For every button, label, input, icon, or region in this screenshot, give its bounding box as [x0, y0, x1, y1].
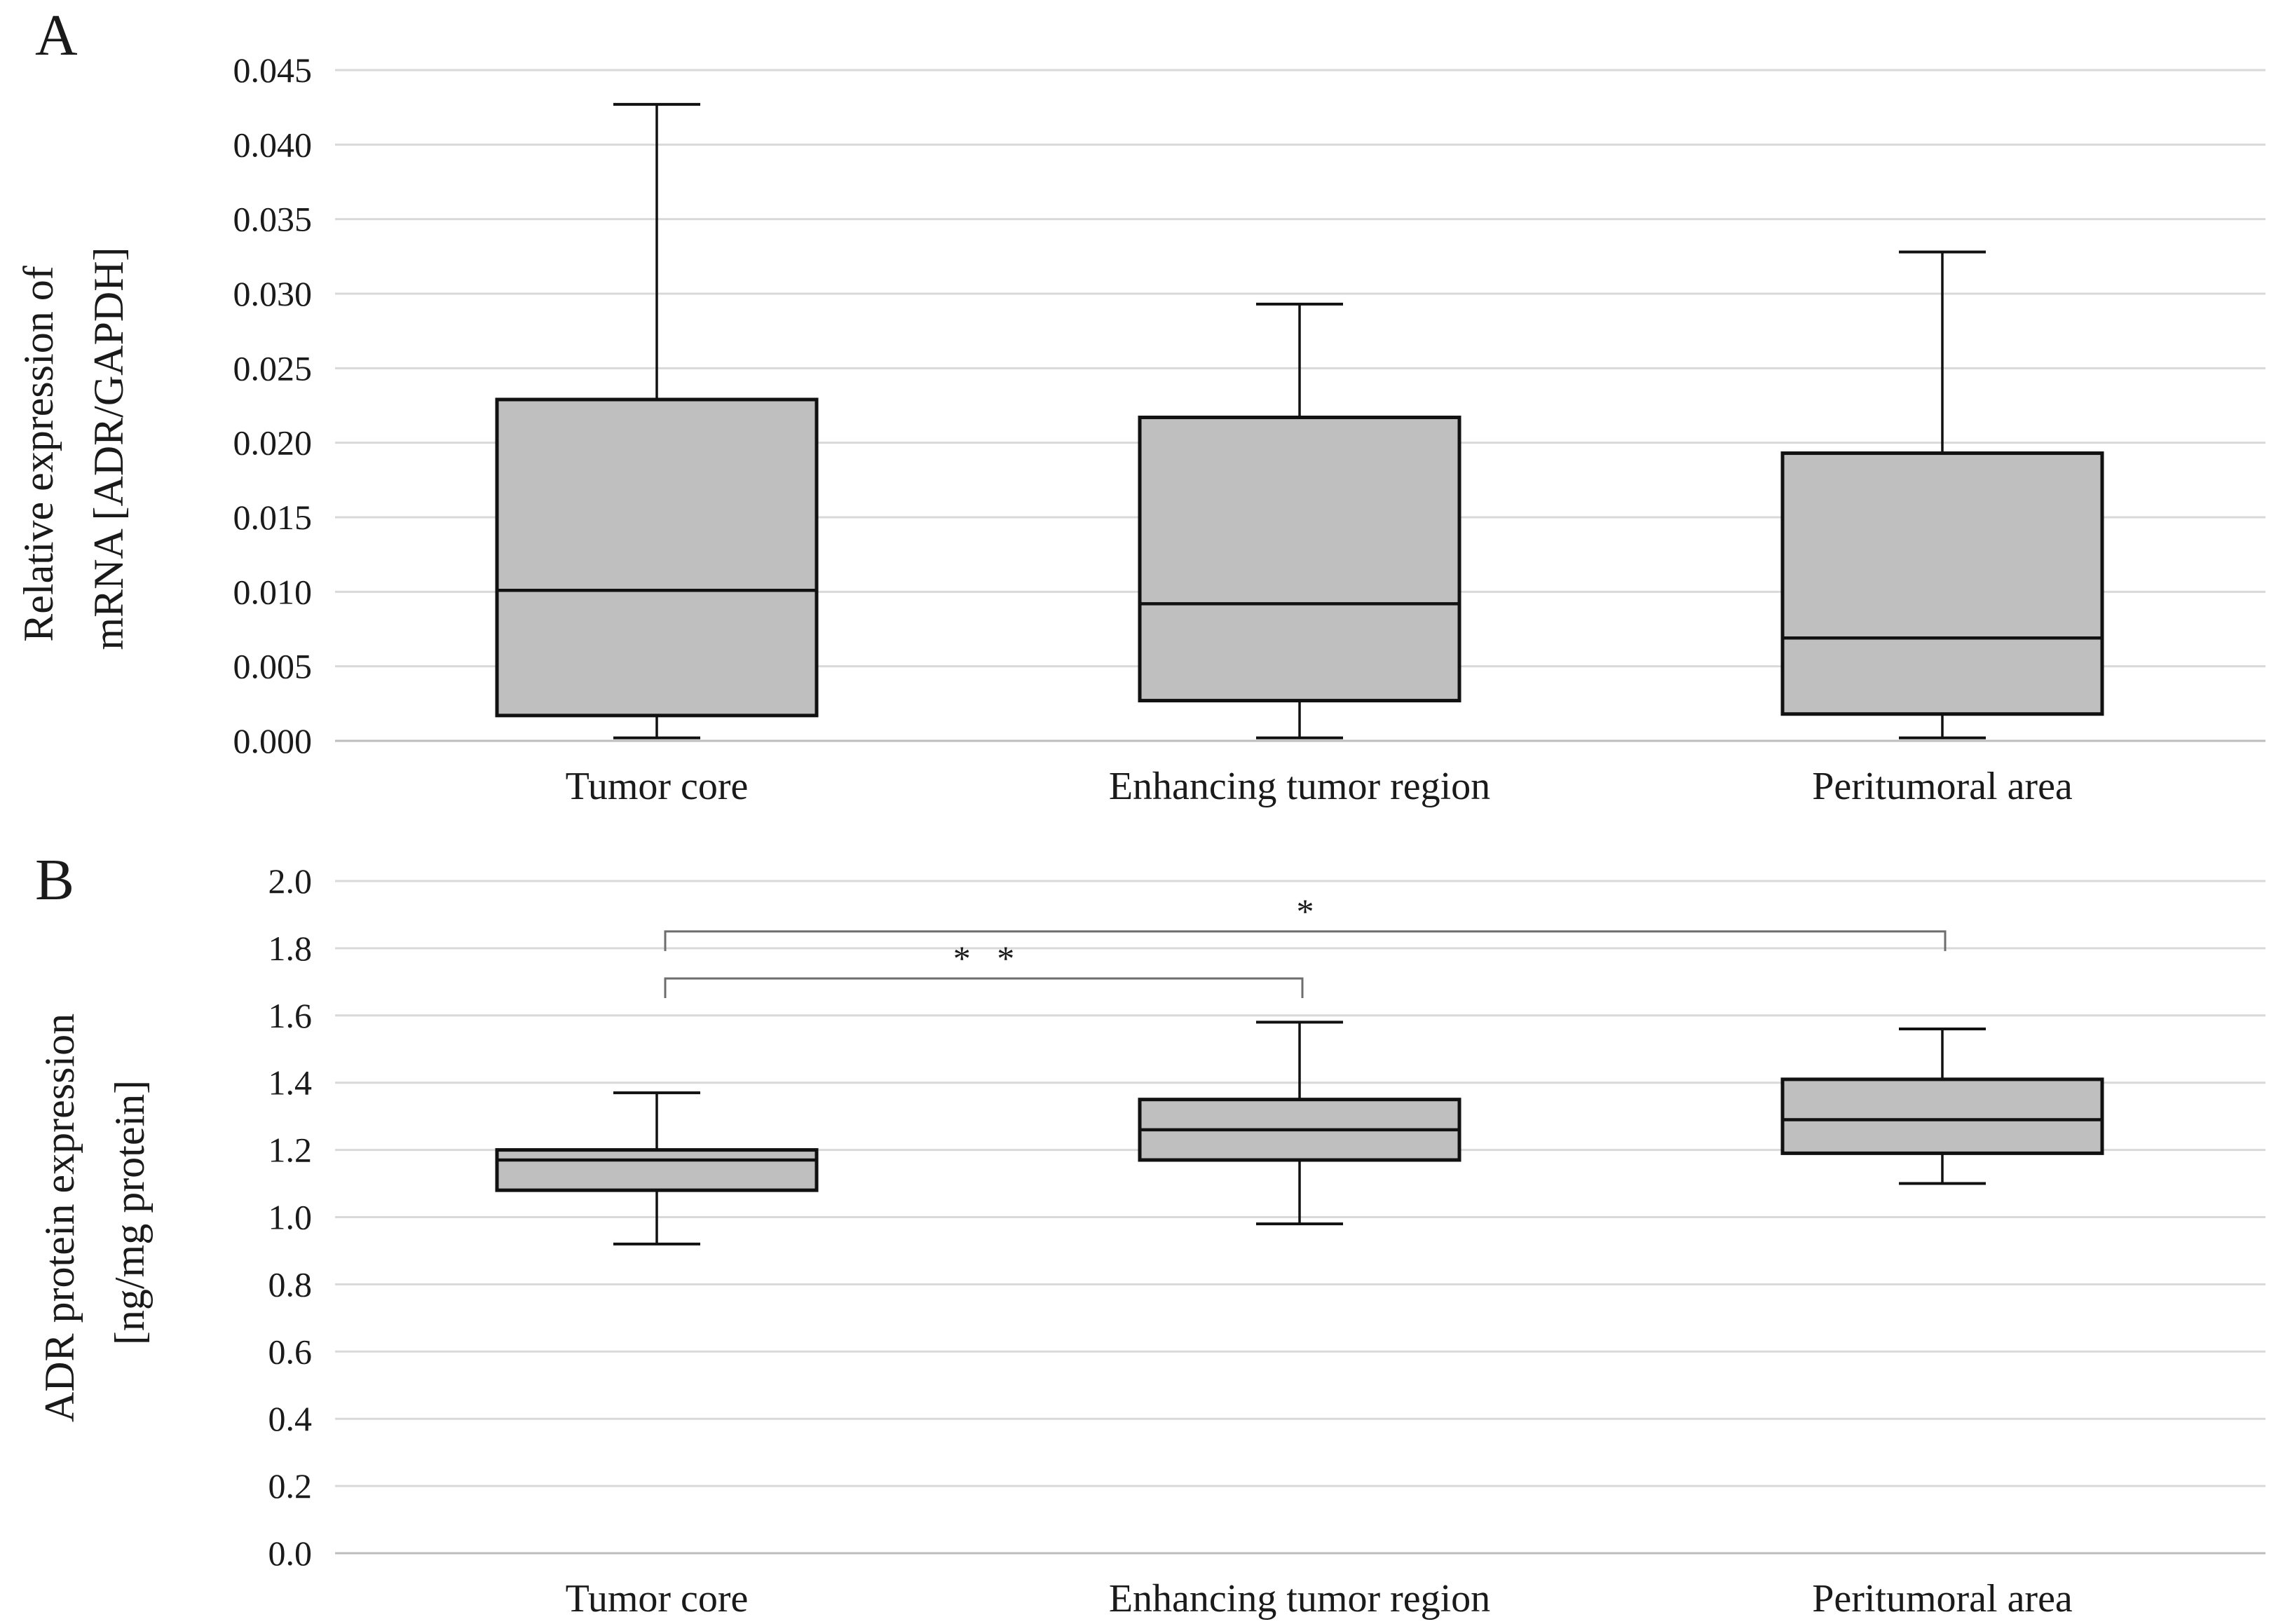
box-plot-peritumoral-area — [1780, 250, 2104, 739]
box-plots — [495, 102, 2104, 739]
y-tick-label: 0.010 — [233, 572, 313, 611]
panel-a: A 0.0000.0050.0100.0150.0200.0250.0300.0… — [15, 3, 2265, 808]
significance-label: * — [1297, 892, 1314, 931]
iqr-box — [1780, 451, 2104, 716]
iqr-box — [1780, 1077, 2104, 1155]
iqr-box — [495, 1148, 819, 1192]
y-axis-label-line-2: mRNA [ADR/GAPDH] — [86, 247, 132, 650]
y-axis-label: Relative expression of mRNA [ADR/GAPDH] — [15, 247, 132, 650]
y-tick-label: 0.000 — [233, 721, 313, 760]
iqr-box — [495, 397, 819, 718]
panel-b: B 0.0 0.2 0.4 0.6 0.8 1.0 1.2 1.4 1.6 1.8 2.0 Tumo… — [35, 847, 2265, 1620]
y-tick-label: 0.8 — [268, 1264, 313, 1304]
iqr-box — [1138, 416, 1461, 703]
y-tick-labels: 0.0 0.2 0.4 0.6 0.8 1.0 1.2 1.4 1.6 1.8 2.0 — [268, 861, 313, 1573]
box-plot-peritumoral-area — [1780, 1027, 2104, 1185]
y-tick-label: 0.4 — [268, 1399, 313, 1438]
y-axis-label-line-2: [ng/mg protein] — [107, 1080, 153, 1345]
y-tick-label: 1.6 — [268, 996, 313, 1035]
y-tick-label: 1.2 — [268, 1131, 313, 1170]
x-category-labels: Tumor core Enhancing tumor region Peritumo… — [566, 765, 2073, 808]
bracket-line — [664, 977, 1304, 999]
y-tick-label: 0.035 — [233, 200, 313, 239]
y-tick-label: 0.0 — [268, 1534, 313, 1573]
y-axis-label: ADR protein expression [ng/mg protein] — [36, 1003, 153, 1422]
x-category-label: Peritumoral area — [1812, 1577, 2073, 1620]
gridlines — [335, 880, 2265, 1555]
x-category-label: Tumor core — [566, 1577, 749, 1620]
y-tick-label: 2.0 — [268, 861, 313, 901]
box-plot-tumor-core — [495, 102, 819, 739]
x-category-labels: Tumor core Enhancing tumor region Peritumo… — [566, 1577, 2073, 1620]
y-axis-label-line-1: Relative expression of — [15, 266, 62, 642]
panel-label: B — [35, 847, 74, 913]
x-category-label: Peritumoral area — [1812, 765, 2073, 808]
box-plot-tumor-core — [495, 1091, 819, 1246]
y-tick-label: 1.8 — [268, 929, 313, 968]
y-axis-label-line-1: ADR protein expression — [36, 1014, 83, 1422]
significance-brackets: * * * — [664, 892, 1947, 999]
y-tick-label: 0.015 — [233, 498, 313, 537]
y-tick-label: 0.020 — [233, 423, 313, 463]
y-tick-labels: 0.000 0.005 0.010 0.015 0.020 0.025 0.030 0.035… — [233, 50, 313, 760]
y-tick-label: 0.045 — [233, 50, 313, 90]
bracket-line — [664, 930, 1947, 951]
x-category-label: Tumor core — [566, 765, 749, 808]
significance-label: * * — [953, 939, 1015, 978]
y-tick-label: 0.005 — [233, 647, 313, 686]
box-plot-enhancing-tumor-region — [1138, 302, 1461, 739]
y-tick-label: 0.030 — [233, 274, 313, 313]
box-plot-enhancing-tumor-region — [1138, 1021, 1461, 1226]
x-category-label: Enhancing tumor region — [1109, 765, 1490, 808]
y-tick-label: 1.4 — [268, 1063, 313, 1103]
box-plots — [495, 1021, 2104, 1246]
y-tick-label: 0.6 — [268, 1332, 313, 1371]
y-tick-label: 1.0 — [268, 1198, 313, 1237]
y-tick-label: 0.040 — [233, 125, 313, 164]
panel-label: A — [35, 3, 78, 68]
y-tick-label: 0.025 — [233, 348, 313, 388]
x-category-label: Enhancing tumor region — [1109, 1577, 1490, 1620]
significance-bracket: * — [664, 892, 1947, 951]
y-tick-label: 0.2 — [268, 1466, 313, 1506]
significance-bracket: * * — [664, 939, 1304, 999]
